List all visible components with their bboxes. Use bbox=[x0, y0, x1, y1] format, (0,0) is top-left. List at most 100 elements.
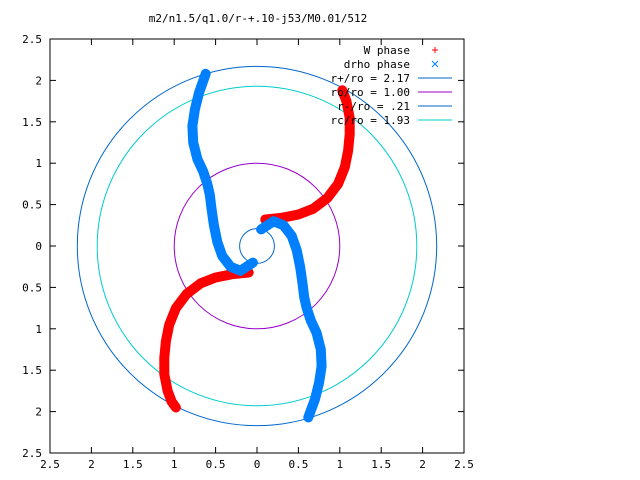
data-point bbox=[338, 172, 345, 179]
legend-marker bbox=[432, 47, 438, 53]
data-point bbox=[304, 306, 311, 314]
data-point bbox=[308, 319, 316, 326]
data-point bbox=[317, 354, 325, 362]
y-tick-label: 2.5 bbox=[22, 447, 42, 460]
x-tick-label: 1 bbox=[336, 458, 343, 471]
x-tick-label: 0.5 bbox=[288, 458, 308, 471]
data-point bbox=[215, 243, 223, 250]
data-point bbox=[164, 329, 171, 336]
x-tick-label: 2.5 bbox=[454, 458, 474, 471]
data-point bbox=[346, 111, 353, 118]
data-point bbox=[343, 100, 350, 107]
data-point bbox=[172, 305, 179, 312]
data-point bbox=[223, 272, 230, 279]
data-point bbox=[317, 346, 325, 353]
data-point bbox=[343, 153, 350, 160]
y-tick-label: 1.5 bbox=[22, 364, 42, 377]
x-tick-label: 0.5 bbox=[206, 458, 226, 471]
series-0 bbox=[159, 85, 355, 413]
x-tick-label: 0 bbox=[254, 458, 261, 471]
data-point bbox=[201, 174, 209, 182]
x-tick-label: 1.5 bbox=[123, 458, 143, 471]
data-point bbox=[209, 216, 217, 224]
data-point bbox=[303, 304, 311, 312]
data-point bbox=[201, 172, 208, 179]
data-point bbox=[203, 178, 210, 186]
data-point bbox=[316, 370, 324, 378]
data-point bbox=[202, 70, 210, 78]
data-point bbox=[297, 266, 304, 273]
data-point bbox=[339, 87, 346, 94]
y-tick-label: 0 bbox=[35, 240, 42, 253]
circle-0 bbox=[76, 65, 438, 427]
data-point bbox=[291, 242, 299, 249]
data-point bbox=[161, 371, 168, 378]
data-point bbox=[292, 244, 300, 252]
legend-label: r+/ro = 2.17 bbox=[331, 72, 410, 85]
legend-label: r-/ro = .21 bbox=[337, 100, 410, 113]
data-point bbox=[203, 180, 211, 188]
data-point bbox=[169, 313, 176, 320]
y-tick-label: 0.5 bbox=[22, 199, 42, 212]
data-point bbox=[340, 167, 347, 174]
data-point bbox=[345, 109, 352, 116]
data-point bbox=[288, 232, 296, 240]
data-point bbox=[165, 327, 172, 334]
data-point bbox=[204, 182, 212, 190]
data-point bbox=[163, 335, 170, 342]
data-point bbox=[336, 178, 343, 185]
data-point bbox=[215, 273, 222, 280]
axis-ticks: 2.5 2 1.5 1 0.5 0 0.5 1 1.5 2 2.52.521.510.500.511… bbox=[22, 33, 474, 471]
data-point bbox=[217, 247, 224, 255]
data-point bbox=[317, 368, 325, 375]
data-point bbox=[317, 365, 325, 373]
data-point bbox=[307, 317, 315, 324]
data-point bbox=[305, 310, 313, 318]
x-tick-label: 2 bbox=[419, 458, 426, 471]
data-point bbox=[287, 213, 294, 220]
data-point bbox=[318, 359, 325, 367]
data-point bbox=[316, 376, 323, 384]
data-point bbox=[341, 164, 348, 171]
data-point bbox=[162, 379, 169, 386]
data-point bbox=[189, 128, 197, 135]
chart-title: m2/n1.5/q1.0/r-+.10-j53/M0.01/512 bbox=[149, 12, 368, 25]
data-point bbox=[191, 108, 198, 116]
data-point bbox=[317, 357, 325, 364]
data-point bbox=[167, 318, 174, 325]
data-point bbox=[208, 210, 216, 218]
data-point bbox=[166, 321, 173, 328]
data-point bbox=[172, 404, 179, 411]
y-tick-label: 2 bbox=[35, 406, 42, 419]
data-point bbox=[345, 106, 352, 113]
data-point bbox=[218, 273, 225, 280]
data-point bbox=[318, 362, 325, 370]
data-point bbox=[189, 133, 197, 141]
data-point bbox=[317, 351, 325, 359]
data-point bbox=[202, 176, 210, 184]
legend-marker bbox=[431, 60, 439, 68]
circle-1 bbox=[173, 162, 341, 330]
data-point bbox=[290, 239, 298, 247]
data-point bbox=[189, 139, 197, 146]
circle-3 bbox=[96, 85, 418, 407]
data-point bbox=[220, 272, 227, 279]
data-series bbox=[159, 68, 355, 423]
x-tick-label: 2.5 bbox=[40, 458, 60, 471]
data-point bbox=[309, 321, 317, 329]
data-point bbox=[161, 374, 168, 381]
data-point bbox=[214, 240, 222, 248]
data-point bbox=[302, 302, 310, 310]
data-point bbox=[218, 250, 225, 257]
reference-circles bbox=[76, 65, 438, 427]
data-point bbox=[194, 157, 202, 165]
data-point bbox=[200, 170, 208, 177]
y-tick-label: 2.5 bbox=[22, 33, 42, 46]
y-tick-label: 2 bbox=[35, 74, 42, 87]
data-point bbox=[292, 212, 299, 219]
data-point bbox=[344, 150, 351, 157]
y-tick-label: 1 bbox=[35, 157, 42, 170]
data-point bbox=[298, 274, 306, 282]
